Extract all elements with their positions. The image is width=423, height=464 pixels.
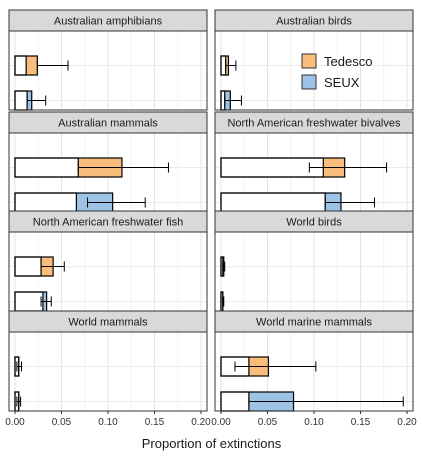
x-axis-title: Proportion of extinctions bbox=[141, 436, 282, 451]
x-tick-label: 0.20 bbox=[191, 417, 211, 428]
facet-title-north-american-freshwater-fish: North American freshwater fish bbox=[33, 217, 183, 229]
facet-title-world-marine-mammals: World marine mammals bbox=[256, 317, 372, 329]
bar-baseline-tedesco-north-american-freshwater-fish bbox=[14, 256, 42, 277]
bar-baseline-seux-australian-amphibians bbox=[14, 90, 28, 111]
facet-title-australian-birds: Australian birds bbox=[276, 16, 352, 28]
panel-border-australian-amphibians bbox=[8, 30, 208, 111]
bar-baseline-seux-north-american-freshwater-bivalves bbox=[220, 192, 326, 213]
x-tick-label: 0.15 bbox=[351, 417, 371, 428]
legend-label-seux: SEUX bbox=[324, 75, 360, 90]
bar-baseline-tedesco-australian-mammals bbox=[14, 157, 79, 178]
facet-title-australian-mammals: Australian mammals bbox=[58, 118, 158, 130]
panel-border-australian-birds bbox=[214, 30, 414, 111]
x-tick-label: 0.10 bbox=[304, 417, 324, 428]
x-tick-label: 0.00 bbox=[211, 417, 231, 428]
x-tick-label: 0.15 bbox=[145, 417, 165, 428]
legend-swatch-tedesco bbox=[301, 53, 317, 69]
bar-baseline-seux-world-marine-mammals bbox=[220, 391, 250, 412]
facet-title-north-american-freshwater-bivalves: North American freshwater bivalves bbox=[227, 118, 401, 130]
legend-label-tedesco: Tedesco bbox=[324, 54, 372, 69]
legend-swatch-seux bbox=[301, 74, 317, 90]
bar-baseline-seux-australian-mammals bbox=[14, 192, 77, 213]
x-tick-label: 0.05 bbox=[52, 417, 72, 428]
facet-title-world-birds: World birds bbox=[286, 217, 342, 229]
facet-title-australian-amphibians: Australian amphibians bbox=[54, 16, 163, 28]
bar-tedesco-australian-amphibians bbox=[26, 56, 38, 75]
bar-baseline-tedesco-australian-birds bbox=[220, 55, 227, 76]
bar-baseline-tedesco-australian-amphibians bbox=[14, 55, 27, 76]
facet-title-world-mammals: World mammals bbox=[68, 317, 148, 329]
bar-baseline-tedesco-north-american-freshwater-bivalves bbox=[220, 157, 324, 178]
x-tick-label: 0.10 bbox=[98, 417, 118, 428]
x-tick-label: 0.20 bbox=[397, 417, 417, 428]
x-tick-label: 0.05 bbox=[258, 417, 278, 428]
x-tick-label: 0.00 bbox=[5, 417, 25, 428]
bar-baseline-seux-north-american-freshwater-fish bbox=[14, 291, 44, 312]
